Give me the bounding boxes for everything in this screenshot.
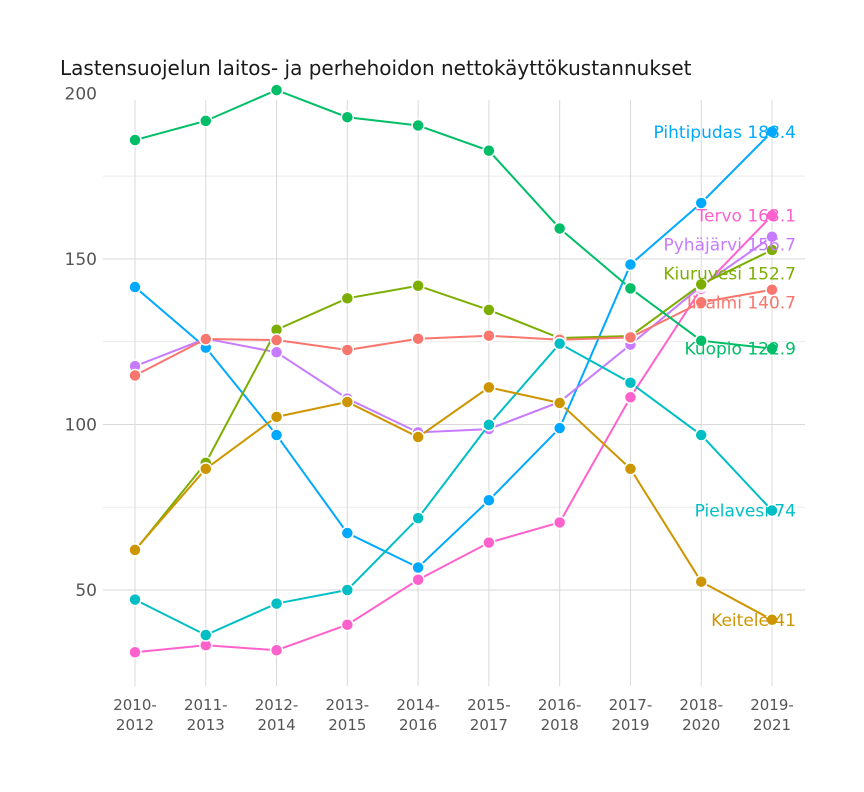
data-point-pihtipudas: [623, 257, 638, 272]
series-end-label: Iisalmi 140.7: [687, 294, 796, 314]
data-point-pihtipudas: [128, 280, 142, 294]
x-tick-label: 2018-2020: [679, 696, 723, 734]
data-point-tervo: [340, 618, 355, 632]
data-point-iisalmi: [340, 343, 355, 357]
series-end-label: Pyhäjärvi 156.7: [664, 236, 797, 256]
data-point-keitele: [552, 396, 567, 410]
data-point-pihtipudas: [694, 196, 708, 210]
data-point-kiuruvesi: [340, 291, 355, 306]
data-point-iisalmi: [199, 332, 213, 346]
data-point-iisalmi: [411, 331, 425, 346]
data-point-pielavesi: [269, 596, 284, 611]
data-point-kiuruvesi: [411, 278, 425, 293]
data-point-pielavesi: [623, 375, 638, 390]
data-point-kuopio: [269, 83, 284, 97]
series-end-label: Tervo 163.1: [696, 207, 796, 227]
x-tick-label: 2010-2012: [113, 696, 157, 734]
data-point-kuopio: [482, 143, 496, 158]
x-tick-label: 2019-2021: [750, 696, 794, 734]
data-point-pihtipudas: [552, 421, 567, 435]
data-point-pihtipudas: [765, 125, 779, 139]
data-point-keitele: [765, 613, 779, 627]
series-end-label: Kiuruvesi 152.7: [663, 265, 796, 285]
series-end-label: Pielavesi 74: [695, 502, 796, 522]
data-point-kuopio: [694, 333, 708, 348]
data-point-kuopio: [199, 114, 213, 128]
data-point-pyhajarvi: [765, 229, 779, 244]
series-line-pielavesi: [134, 342, 773, 637]
data-point-pihtipudas: [482, 493, 496, 508]
x-tick-label: 2013-2015: [326, 696, 370, 734]
data-point-keitele: [694, 574, 708, 589]
x-tick-label: 2015-2017: [467, 696, 511, 734]
data-point-iisalmi: [128, 368, 142, 383]
y-tick-label: 100: [65, 415, 97, 435]
data-point-pielavesi: [340, 583, 355, 597]
data-point-tervo: [128, 645, 142, 659]
data-point-keitele: [199, 462, 213, 476]
series-line-kiuruvesi: [134, 249, 773, 552]
data-point-iisalmi: [694, 295, 708, 310]
data-point-pielavesi: [765, 503, 779, 518]
data-point-kuopio: [411, 118, 425, 133]
data-point-pihtipudas: [340, 526, 355, 540]
data-point-kiuruvesi: [765, 243, 779, 257]
x-tick-label: 2016-2018: [538, 696, 582, 734]
data-point-iisalmi: [269, 333, 284, 347]
data-point-tervo: [765, 208, 779, 223]
x-tick-label: 2011-2013: [184, 696, 228, 734]
series-line-keitele: [134, 386, 773, 621]
series-line-kuopio: [134, 88, 773, 350]
data-point-iisalmi: [765, 282, 779, 297]
data-point-tervo: [623, 390, 638, 405]
y-tick-label: 200: [65, 84, 97, 104]
data-point-keitele: [482, 380, 496, 395]
data-point-pyhajarvi: [269, 345, 284, 360]
chart-title: Lastensuojelun laitos- ja perhehoidon ne…: [60, 56, 692, 80]
x-tick-label: 2012-2014: [255, 696, 299, 734]
data-point-pihtipudas: [411, 560, 425, 575]
data-point-pielavesi: [199, 628, 213, 642]
data-point-iisalmi: [482, 328, 496, 343]
series-end-label: Kuopio 122.9: [685, 340, 796, 360]
data-point-kuopio: [340, 110, 355, 124]
data-point-kuopio: [128, 133, 142, 147]
data-point-kuopio: [552, 221, 567, 236]
data-point-keitele: [411, 430, 425, 444]
data-point-pielavesi: [482, 418, 496, 432]
data-point-kuopio: [765, 341, 779, 356]
series-end-label: Pihtipudas 188.4: [654, 123, 796, 143]
data-point-tervo: [269, 643, 284, 657]
x-tick-label: 2017-2019: [609, 696, 653, 734]
data-point-kuopio: [623, 281, 638, 296]
data-point-iisalmi: [623, 330, 638, 345]
series-line-pihtipudas: [134, 131, 773, 569]
data-point-tervo: [482, 535, 496, 550]
data-point-pielavesi: [694, 428, 708, 442]
data-point-tervo: [552, 515, 567, 530]
data-point-kiuruvesi: [482, 303, 496, 317]
data-point-keitele: [340, 395, 355, 409]
series-line-tervo: [134, 214, 773, 654]
data-point-kiuruvesi: [694, 277, 708, 292]
x-tick-label: 2014-2016: [396, 696, 440, 734]
data-point-pihtipudas: [269, 428, 284, 442]
data-point-keitele: [623, 462, 638, 476]
data-point-keitele: [128, 543, 142, 557]
data-point-tervo: [411, 572, 425, 587]
y-tick-label: 50: [75, 581, 97, 601]
data-point-pielavesi: [128, 592, 142, 607]
data-point-pielavesi: [411, 511, 425, 525]
data-point-keitele: [269, 410, 284, 424]
data-point-pielavesi: [552, 336, 567, 351]
series-end-label: Keitele 41: [711, 611, 796, 631]
y-tick-label: 150: [65, 250, 97, 270]
series-line-iisalmi: [134, 288, 773, 377]
